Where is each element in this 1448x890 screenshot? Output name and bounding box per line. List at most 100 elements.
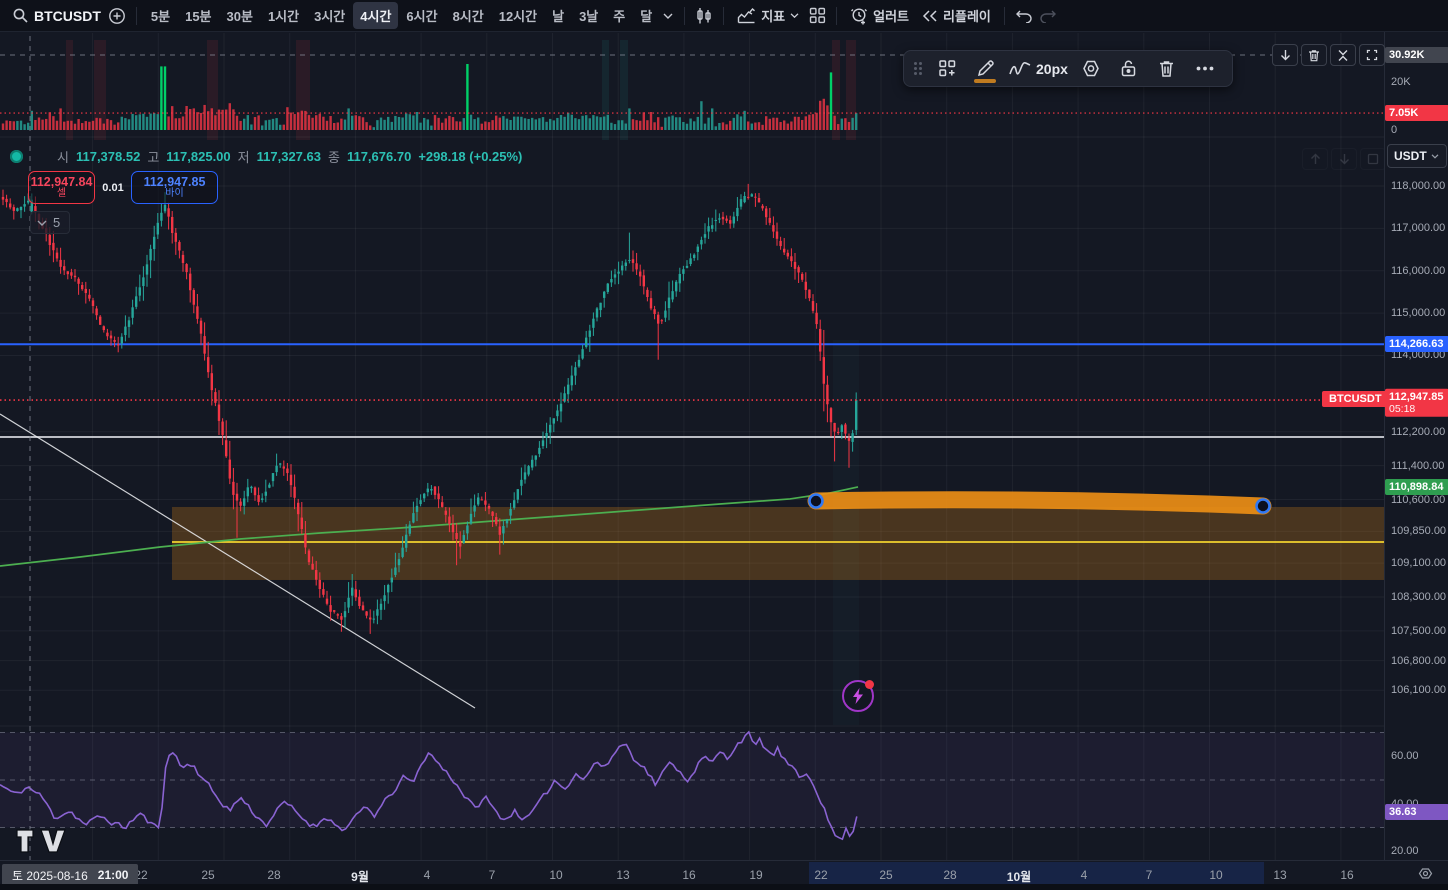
object-tree-toggle[interactable]: 5 [30,211,71,234]
drawings[interactable] [0,343,1384,709]
time-tick: 16 [682,868,696,882]
symbol-title[interactable]: BTCUSDT [34,7,101,24]
chart-style-icon[interactable] [692,4,716,28]
search-icon[interactable] [8,4,32,28]
timeframe-날[interactable]: 날 [552,9,565,24]
quick-trade-button[interactable] [842,680,874,712]
timeframe-12시간[interactable]: 12시간 [498,9,538,24]
maximize-pane-icon[interactable] [1359,44,1385,66]
time-tick: 4 [423,868,431,882]
ohlc-legend: 시 117,378.52 고 117,825.00 저 117,327.63 종 117… [10,147,522,166]
time-tick: 28 [267,868,281,882]
notification-dot [865,680,874,689]
ma-line [0,486,859,567]
price-lines [0,112,1384,401]
price-tick: 111,400.00 [1391,459,1445,472]
divider [684,6,686,25]
close-label: 종 [327,150,340,165]
stroke-width-label[interactable]: 20px [1036,60,1068,77]
time-tick: 10 [1209,868,1223,882]
close-value: 117,676.70 [346,149,412,164]
lock-icon[interactable] [1114,54,1144,84]
timeframe-4시간[interactable]: 4시간 [353,2,399,29]
timeframe-달[interactable]: 달 [640,9,653,24]
indicators-label: 지표 [761,9,786,24]
change-value: +298.18 (+0.25%) [418,149,523,164]
template-add-icon[interactable] [932,54,962,84]
collapse-pane-icon[interactable] [1330,44,1356,66]
price-axis[interactable]: USDT 118,000.00 117,000.00 116,000.00 115,0… [1384,32,1448,860]
time-tick: 7 [1145,868,1153,882]
layout-grid-icon[interactable] [805,4,829,28]
time-tick: 22 [814,868,828,882]
brush-stroke [807,491,1272,515]
currency-selector[interactable]: USDT [1387,144,1447,168]
timeframe-5분[interactable]: 5분 [150,9,171,24]
price-badge: 114,266.63 [1385,336,1448,353]
buy-price: 112,947.85 [143,174,206,189]
timeframe-15분[interactable]: 15분 [185,9,212,24]
more-options-icon[interactable] [1190,54,1220,84]
sell-button[interactable]: 112,947.84 셀 [28,171,95,204]
compare-add-icon[interactable] [105,4,129,28]
buy-label: 바이 [165,187,184,199]
rsi-tick: 20.00 [1391,845,1419,858]
price-tick: 108,300.00 [1391,591,1447,604]
indicators-icon [738,7,756,24]
candles [1,183,858,634]
pane-controls [1272,44,1385,66]
timeframe-주[interactable]: 주 [613,9,626,24]
drawing-toolbar: 20px [903,50,1233,87]
volume-tick: 20K [1391,76,1411,88]
time-tick: 19 [749,868,763,882]
replay-icon [922,9,937,22]
brush-color-button[interactable] [970,54,1000,84]
alert-button[interactable]: 얼러트 [844,3,915,28]
rsi-tick: 60.00 [1391,750,1419,763]
time-tick: 13 [616,868,630,882]
gridlines [0,33,1384,860]
price-tick: 107,500.00 [1391,624,1447,637]
redo-icon[interactable] [1036,4,1060,28]
indicators-button[interactable]: 지표 [731,3,805,28]
timeframe-6시간[interactable]: 6시간 [406,9,438,24]
volume-tick: 0 [1391,124,1398,136]
timeframe-30분[interactable]: 30분 [226,9,253,24]
time-tick: 10 [549,868,563,882]
high-value: 117,825.00 [166,149,231,164]
undo-icon[interactable] [1012,4,1036,28]
volume-bars [1,64,858,130]
timeframe-1시간[interactable]: 1시간 [267,9,300,24]
delete-pane-icon[interactable] [1301,44,1327,66]
tradingview-logo[interactable] [14,824,76,861]
divider [1003,6,1005,25]
volume-crosshair-badge: 30.92K [1385,47,1448,63]
chevron-down-icon [790,13,799,18]
brush-anchor-start[interactable] [808,493,824,509]
stroke-width-icon[interactable] [1008,54,1032,84]
chevron-down-icon [37,220,47,226]
timeframe-expand-icon[interactable] [659,4,677,28]
symbol-status-dot[interactable] [10,150,23,163]
time-tick: 16 [1340,868,1354,882]
lightning-icon [853,688,863,704]
brush-drawing[interactable] [807,491,1272,515]
settings-icon[interactable] [1076,54,1106,84]
top-toolbar: BTCUSDT 5분 15분 30분 1시간 3시간 4시간 6시간 8시간 12시간 날 3날 주 달… [0,0,1448,32]
time-tick: 13 [1273,868,1287,882]
price-badge: 112,947.85 05:18 [1385,388,1448,417]
delete-icon[interactable] [1152,54,1182,84]
time-tick: 9월 [351,870,369,884]
replay-button[interactable]: 리플레이 [915,3,997,28]
timeframe-3시간[interactable]: 3시간 [314,9,346,24]
timeframe-8시간[interactable]: 8시간 [452,9,484,24]
axis-settings-icon[interactable] [1418,866,1433,886]
buy-button[interactable]: 112,947.85 바이 [131,171,218,204]
brush-anchor-end[interactable] [1255,498,1271,514]
price-line-symbol-tag: BTCUSDT [1322,391,1389,407]
toolbar-drag-handle[interactable] [912,60,924,77]
time-range-highlight [809,862,1264,885]
timeframe-3날[interactable]: 3날 [579,9,599,24]
move-pane-down-icon[interactable] [1272,44,1298,66]
